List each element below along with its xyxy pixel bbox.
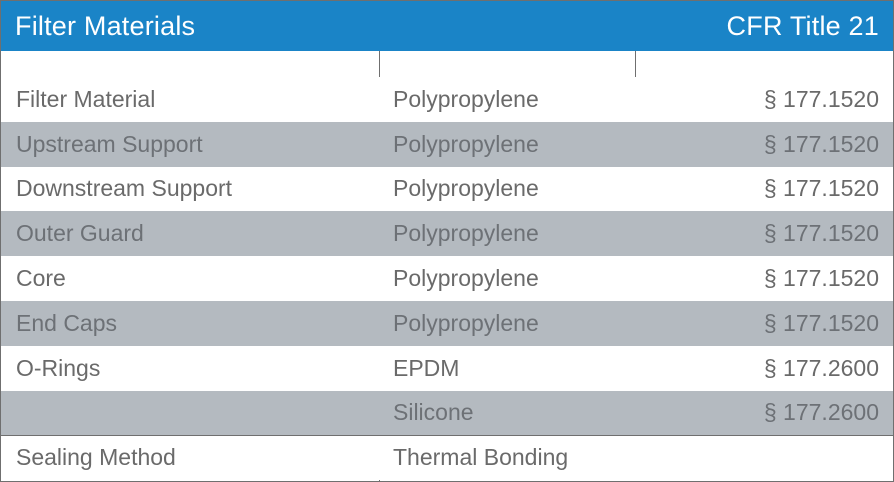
cfr-cell: § 177.2600: [763, 399, 879, 426]
table-row: End Caps Polypropylene § 177.1520: [1, 300, 893, 346]
cfr-column-title: CFR Title 21: [726, 10, 879, 41]
component-cell: Upstream Support: [16, 130, 203, 157]
material-cell: Polypropylene: [393, 265, 539, 292]
sealing-method-value: Thermal Bonding: [393, 444, 569, 471]
sealing-method-row: Sealing Method Thermal Bonding: [1, 435, 893, 481]
material-cell: Polypropylene: [393, 175, 539, 202]
table-body: Filter Material Polypropylene § 177.1520…: [1, 77, 893, 481]
material-cell: Polypropylene: [393, 85, 539, 112]
table-row: Upstream Support Polypropylene § 177.152…: [1, 121, 893, 167]
row-divider: [1, 435, 893, 436]
component-cell: O-Rings: [16, 354, 101, 381]
material-cell: Polypropylene: [393, 220, 539, 247]
table-row: O-Rings EPDM § 177.2600: [1, 345, 893, 391]
material-cell: Polypropylene: [393, 130, 539, 157]
component-cell: Core: [16, 265, 66, 292]
component-cell: End Caps: [16, 309, 118, 336]
material-cell: Silicone: [393, 399, 474, 426]
cfr-cell: § 177.1520: [763, 220, 879, 247]
table-header: Filter Materials CFR Title 21: [1, 1, 893, 51]
table-row: Downstream Support Polypropylene § 177.1…: [1, 166, 893, 212]
component-cell: Outer Guard: [16, 220, 144, 247]
cfr-cell: § 177.2600: [763, 354, 879, 381]
table-row: Outer Guard Polypropylene § 177.1520: [1, 211, 893, 257]
table-title: Filter Materials: [15, 10, 196, 41]
table-row: Filter Material Polypropylene § 177.1520: [1, 77, 893, 122]
table-row: Core Polypropylene § 177.1520: [1, 256, 893, 301]
table-row: Silicone § 177.2600: [1, 390, 893, 436]
cfr-cell: § 177.1520: [763, 265, 879, 292]
sealing-method-label: Sealing Method: [16, 444, 176, 471]
material-cell: EPDM: [393, 354, 460, 381]
cfr-cell: § 177.1520: [763, 130, 879, 157]
component-cell: Filter Material: [16, 85, 156, 112]
cfr-cell: § 177.1520: [763, 175, 879, 202]
component-cell: Downstream Support: [16, 175, 233, 202]
material-cell: Polypropylene: [393, 309, 539, 336]
cfr-cell: § 177.1520: [763, 309, 879, 336]
cfr-cell: § 177.1520: [763, 85, 879, 112]
